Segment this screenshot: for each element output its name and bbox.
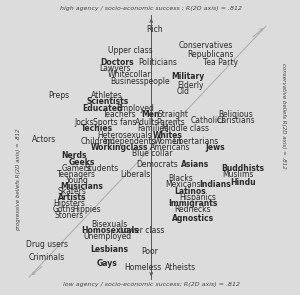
Text: Lawyers: Lawyers [99, 64, 130, 73]
Text: Liberals: Liberals [120, 170, 150, 179]
Text: Gays: Gays [97, 259, 118, 268]
Text: Politicians: Politicians [138, 58, 177, 67]
Text: Families: Families [137, 124, 168, 133]
Text: Jews: Jews [206, 143, 225, 152]
Text: Heterosexuals: Heterosexuals [98, 131, 152, 140]
Text: Stoners: Stoners [55, 212, 84, 220]
Text: Christians: Christians [216, 116, 255, 125]
Text: Students: Students [85, 164, 119, 173]
Text: Conservatives: Conservatives [178, 41, 232, 50]
Text: Military: Military [171, 73, 204, 81]
Text: high agency / socio-economic success ; R(2D axis) = .812: high agency / socio-economic success ; R… [60, 6, 242, 11]
Text: Homeless: Homeless [124, 263, 161, 272]
Text: Musicians: Musicians [61, 182, 104, 191]
Text: Geeks: Geeks [69, 158, 95, 166]
Text: Artists: Artists [58, 193, 86, 202]
Text: Democrats: Democrats [137, 160, 178, 169]
Text: Lower class: Lower class [120, 226, 165, 235]
Text: Republicans: Republicans [187, 50, 234, 59]
Text: Rich: Rich [147, 25, 164, 34]
Text: Women: Women [153, 137, 182, 146]
Text: Straight: Straight [157, 110, 188, 119]
Text: Americans: Americans [150, 143, 190, 152]
Text: Businesspeople: Businesspeople [110, 77, 170, 86]
Text: Catholics: Catholics [190, 116, 226, 125]
Text: Teenagers: Teenagers [57, 170, 96, 179]
Text: Hispanics: Hispanics [179, 193, 216, 202]
Text: conservative beliefs R(2D axis) = .812: conservative beliefs R(2D axis) = .812 [281, 63, 286, 168]
Text: Elderly: Elderly [177, 81, 204, 90]
Text: Old: Old [176, 87, 189, 96]
Text: Nerds: Nerds [62, 151, 87, 160]
Text: Buddhists: Buddhists [222, 164, 265, 173]
Text: Asians: Asians [181, 160, 209, 169]
Text: Homosexuals: Homosexuals [81, 226, 139, 235]
Text: progressive beliefs R(2D axis) = .812: progressive beliefs R(2D axis) = .812 [16, 128, 22, 231]
Text: Parents: Parents [156, 118, 184, 127]
Text: Unemployed: Unemployed [83, 232, 131, 241]
Text: Atheists: Atheists [165, 263, 196, 272]
Text: Techies: Techies [81, 124, 113, 133]
Text: Upper class: Upper class [107, 45, 152, 55]
Text: Blacks: Blacks [168, 174, 193, 183]
Text: Scientists: Scientists [86, 97, 128, 106]
Text: Criminals: Criminals [28, 253, 65, 262]
Text: Athletes: Athletes [91, 91, 123, 100]
Text: Religious: Religious [218, 110, 253, 119]
Text: Gamers: Gamers [62, 164, 92, 173]
Text: Immigrants: Immigrants [168, 199, 218, 208]
Text: Mexicans: Mexicans [165, 180, 201, 189]
Text: Goths: Goths [53, 205, 76, 214]
Text: Drug users: Drug users [26, 240, 68, 250]
Text: Preps: Preps [49, 91, 70, 100]
Text: Whites: Whites [153, 131, 183, 140]
Text: Children: Children [81, 137, 113, 146]
Text: Independents: Independents [103, 137, 156, 146]
Text: Latinos: Latinos [174, 186, 206, 196]
Text: Adults: Adults [135, 118, 160, 127]
Text: Hindu: Hindu [230, 178, 256, 187]
Text: Hippies: Hippies [73, 205, 101, 214]
Text: Sports fans: Sports fans [93, 118, 136, 127]
Text: Poor: Poor [142, 247, 158, 256]
Text: Young: Young [65, 176, 88, 185]
Text: Blue collar: Blue collar [132, 149, 173, 158]
Text: Middle class: Middle class [162, 124, 209, 133]
Text: low agency / socio-economic success; R(2D axis) = .812: low agency / socio-economic success; R(2… [63, 282, 240, 287]
Text: Skaters: Skaters [57, 186, 86, 196]
Text: Actors: Actors [32, 135, 56, 144]
Text: Whitecollar: Whitecollar [108, 71, 152, 79]
Text: Doctors: Doctors [100, 58, 134, 67]
Text: Muslims: Muslims [223, 170, 254, 179]
Text: Rednecks: Rednecks [175, 205, 211, 214]
Text: Bisexuals: Bisexuals [92, 220, 128, 229]
Text: Men: Men [141, 110, 159, 119]
Text: Tea Party: Tea Party [203, 58, 238, 67]
Text: Lesbians: Lesbians [91, 245, 129, 254]
Text: Indians: Indians [200, 180, 231, 189]
Text: Jocks: Jocks [75, 118, 94, 127]
Text: Agnostics: Agnostics [172, 214, 214, 222]
Text: Libertarians: Libertarians [172, 137, 218, 146]
Text: Workingclass: Workingclass [91, 143, 148, 152]
Text: Employed: Employed [116, 104, 154, 113]
Text: Educated: Educated [82, 104, 122, 113]
Text: Hipsters: Hipsters [53, 199, 85, 208]
Text: Teachers: Teachers [103, 110, 136, 119]
